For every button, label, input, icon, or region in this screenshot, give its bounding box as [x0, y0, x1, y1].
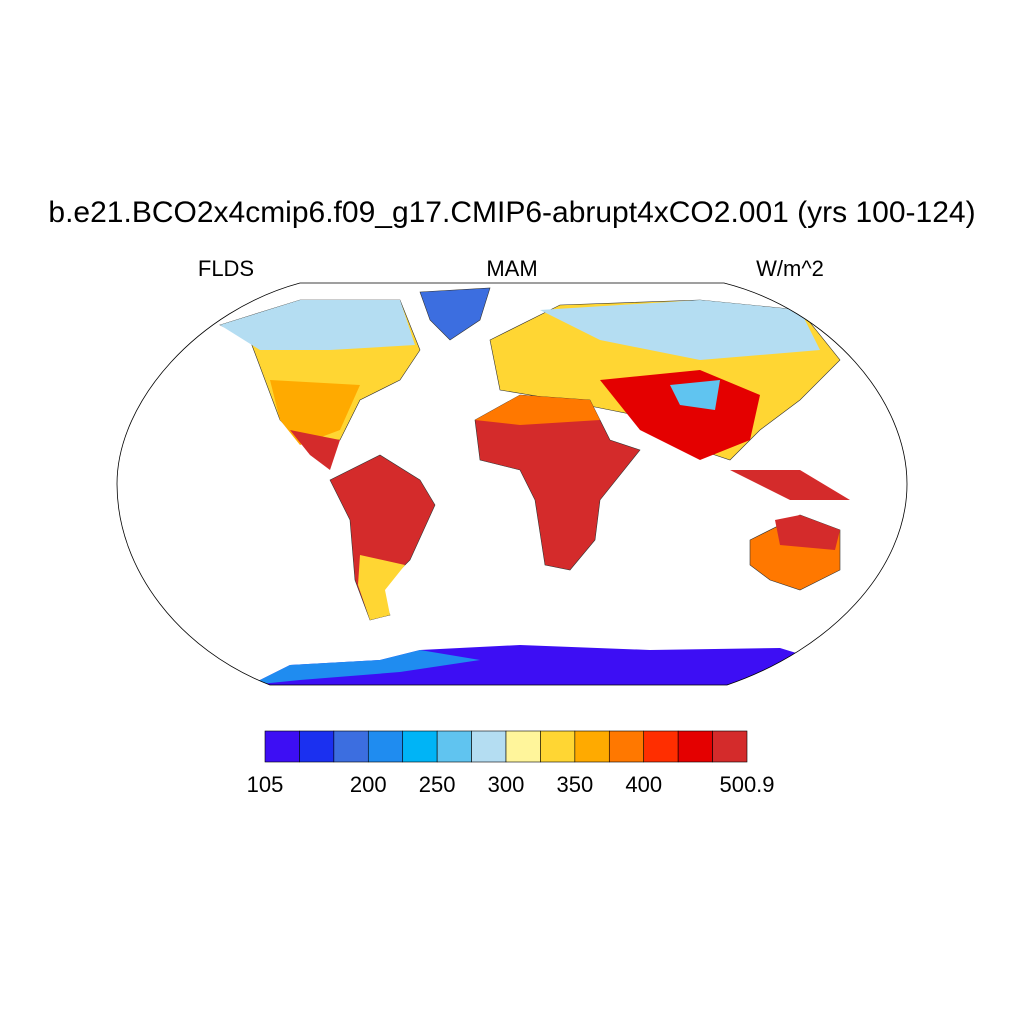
season-label: MAM	[486, 256, 537, 281]
colorbar-box	[436, 730, 472, 763]
colorbar-box	[505, 730, 541, 763]
colorbar-label: 500.9	[719, 772, 774, 797]
colorbar-box	[643, 730, 679, 763]
colorbar-box	[574, 730, 610, 763]
colorbar-label: 200	[350, 772, 387, 797]
colorbar-box	[402, 730, 438, 763]
colorbar-box	[540, 730, 576, 763]
colorbar-box	[608, 730, 645, 763]
map-frame	[116, 282, 908, 686]
colorbar-box	[333, 730, 369, 763]
colorbar-box	[299, 730, 335, 763]
colorbar-box	[677, 730, 713, 763]
colorbar-box	[264, 730, 300, 763]
map	[219, 287, 900, 685]
colorbar-label: 250	[419, 772, 456, 797]
units-label: W/m^2	[756, 256, 824, 281]
colorbar-label: 105	[247, 772, 284, 797]
colorbar-label: 300	[488, 772, 525, 797]
colorbar-box	[712, 730, 748, 763]
colorbar-box	[471, 730, 507, 763]
colorbar-label: 350	[556, 772, 593, 797]
variable-label: FLDS	[198, 256, 254, 281]
colorbar-box	[367, 730, 404, 763]
title: b.e21.BCO2x4cmip6.f09_g17.CMIP6-abrupt4x…	[48, 196, 975, 229]
colorbar-label: 400	[625, 772, 662, 797]
colorbar: 105 200 250 300 350 400 500.9	[247, 730, 775, 797]
